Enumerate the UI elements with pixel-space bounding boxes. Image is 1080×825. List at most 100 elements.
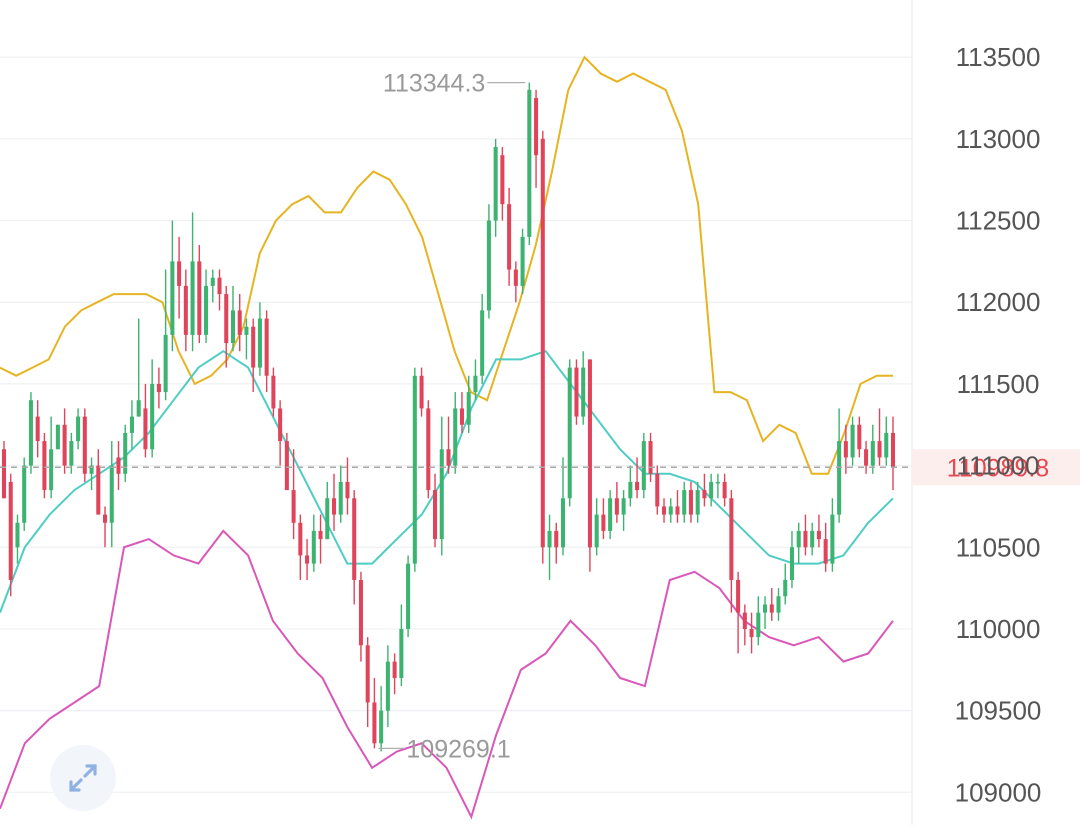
candle-body bbox=[796, 530, 801, 548]
candle bbox=[439, 416, 444, 556]
candle bbox=[143, 383, 148, 458]
candle bbox=[163, 269, 168, 401]
candle bbox=[763, 596, 768, 629]
candle-body bbox=[763, 604, 768, 613]
candle bbox=[729, 490, 734, 613]
candle-body bbox=[372, 702, 377, 744]
candle-body bbox=[749, 628, 754, 638]
candle bbox=[49, 416, 54, 499]
candle-body bbox=[318, 530, 323, 540]
candle bbox=[736, 571, 741, 654]
candle-body bbox=[527, 89, 532, 237]
candle bbox=[655, 465, 660, 515]
candle bbox=[641, 432, 646, 499]
candle-body bbox=[116, 457, 121, 474]
candle bbox=[318, 514, 323, 564]
candle bbox=[251, 318, 256, 393]
candle-body bbox=[399, 628, 404, 678]
candle bbox=[803, 514, 808, 556]
expand-arrows-icon bbox=[69, 764, 97, 792]
candle bbox=[702, 473, 707, 507]
candle-body bbox=[884, 432, 889, 458]
candle-body bbox=[729, 498, 734, 580]
candle bbox=[715, 473, 720, 499]
candle bbox=[352, 490, 357, 605]
candle-body bbox=[500, 155, 505, 205]
candle-body bbox=[877, 441, 882, 458]
candle bbox=[291, 449, 296, 540]
candle-body bbox=[264, 318, 269, 376]
candle-body bbox=[870, 441, 875, 466]
candle-body bbox=[103, 514, 108, 523]
candle-body bbox=[15, 522, 20, 548]
middle-band-line bbox=[0, 350, 894, 613]
candle bbox=[399, 604, 404, 687]
candle-body bbox=[722, 481, 727, 499]
candle bbox=[567, 359, 572, 507]
candle bbox=[8, 473, 13, 597]
candle bbox=[89, 457, 94, 491]
candle bbox=[554, 522, 559, 564]
candle bbox=[103, 506, 108, 548]
candle bbox=[177, 236, 182, 319]
candle-body bbox=[210, 277, 215, 286]
candle bbox=[614, 481, 619, 523]
candle bbox=[688, 481, 693, 523]
candle bbox=[237, 294, 242, 352]
candle bbox=[837, 408, 842, 523]
current-price-label: 110989.8 bbox=[947, 454, 1049, 482]
candle-body bbox=[170, 261, 175, 335]
candle bbox=[816, 514, 821, 548]
candle bbox=[284, 432, 289, 491]
candle bbox=[230, 285, 236, 352]
candle bbox=[392, 653, 397, 695]
candle-body bbox=[830, 514, 835, 564]
candle bbox=[742, 604, 747, 646]
candle bbox=[823, 522, 828, 572]
candle-body bbox=[204, 285, 209, 335]
candle bbox=[419, 367, 424, 417]
candle bbox=[870, 424, 875, 474]
candle bbox=[15, 514, 20, 564]
candle bbox=[661, 498, 667, 523]
annotations: 113344.3 109269.1 bbox=[378, 70, 526, 763]
candle-body bbox=[8, 481, 13, 580]
candle bbox=[331, 473, 337, 531]
candle-body bbox=[783, 579, 788, 597]
candle bbox=[776, 588, 781, 621]
candle-body bbox=[28, 400, 33, 466]
candle-body bbox=[594, 514, 599, 548]
candle-body bbox=[709, 481, 714, 499]
candle bbox=[843, 424, 848, 474]
candle-body bbox=[587, 359, 592, 548]
candle-body bbox=[507, 204, 512, 270]
candle bbox=[358, 571, 363, 662]
candle-body bbox=[459, 408, 464, 425]
candle-body bbox=[278, 408, 283, 442]
candle-body bbox=[628, 481, 633, 499]
candle bbox=[278, 400, 283, 466]
y-tick-label: 110000 bbox=[956, 614, 1041, 644]
candle bbox=[864, 441, 869, 474]
candle-body bbox=[736, 579, 741, 613]
candle bbox=[513, 261, 518, 303]
candle bbox=[601, 498, 606, 540]
candle bbox=[783, 563, 788, 605]
candle-body bbox=[540, 138, 545, 548]
candle-body bbox=[257, 318, 262, 368]
candle bbox=[170, 220, 175, 352]
candle-body bbox=[803, 530, 808, 548]
candle-body bbox=[520, 236, 525, 286]
candle bbox=[365, 637, 370, 727]
candle bbox=[520, 228, 525, 295]
expand-button[interactable] bbox=[50, 745, 116, 811]
candle-body bbox=[547, 530, 552, 548]
candle bbox=[446, 416, 451, 474]
candle-body bbox=[608, 498, 613, 531]
candle bbox=[857, 416, 862, 458]
candle bbox=[244, 318, 249, 360]
candle bbox=[507, 187, 512, 286]
candle-body bbox=[49, 449, 54, 491]
candle-body bbox=[82, 416, 87, 474]
candle-body bbox=[129, 416, 134, 433]
